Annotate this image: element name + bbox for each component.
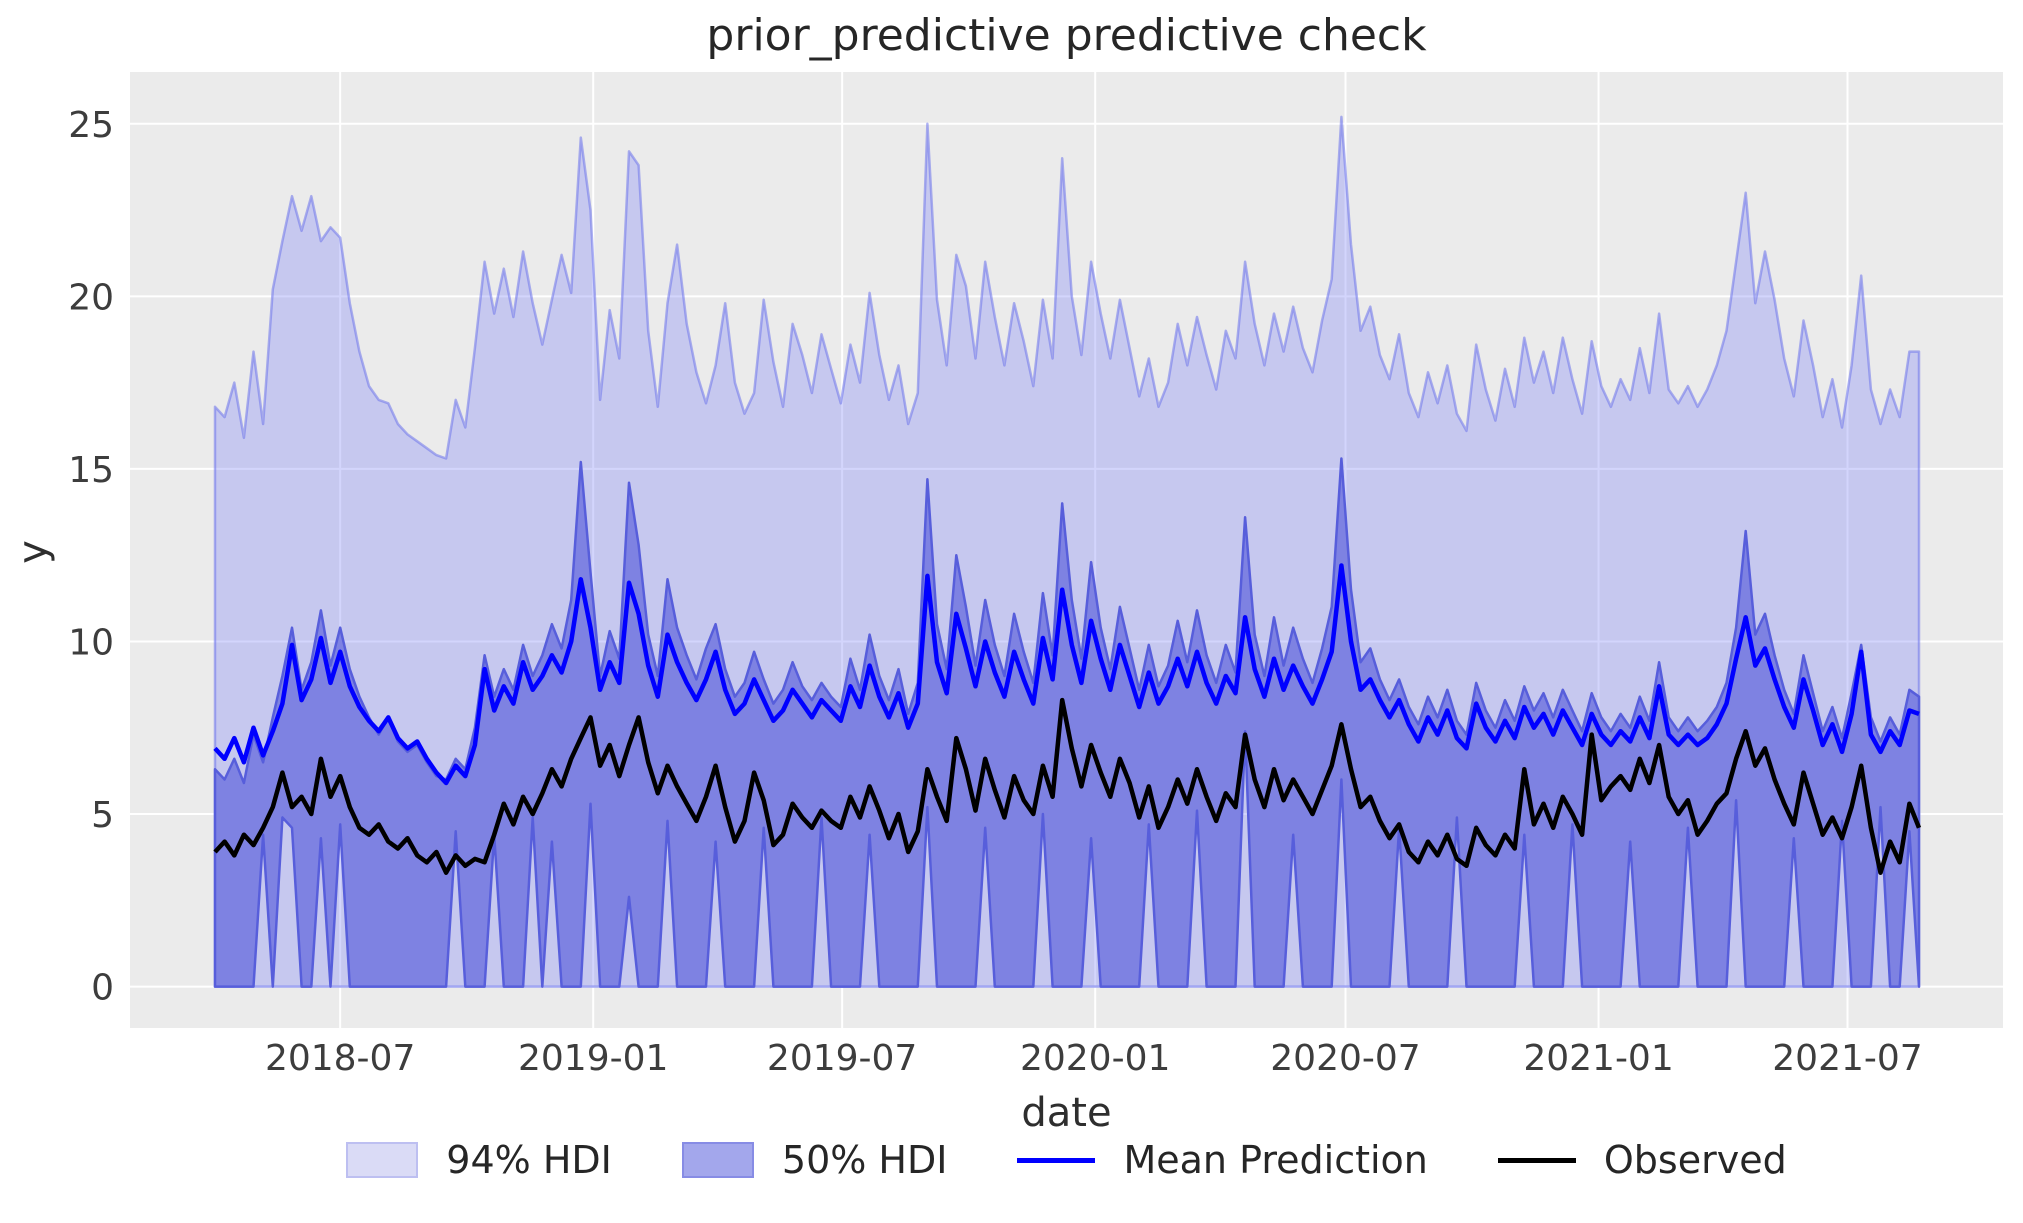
x-tick-label: 2019-07 [767, 1038, 917, 1079]
y-tick-label: 20 [68, 277, 114, 318]
y-axis-label: y [10, 540, 56, 564]
legend-label-mean-prediction: Mean Prediction [1123, 1138, 1428, 1182]
legend: 94% HDI 50% HDI Mean Prediction Observed [130, 1138, 2003, 1182]
x-tick-label: 2021-01 [1523, 1038, 1673, 1079]
legend-item-mean-prediction: Mean Prediction [1017, 1138, 1428, 1182]
mean-prediction-line [213, 563, 1920, 786]
y-tick-label: 10 [68, 622, 114, 663]
x-axis-label: date [1021, 1090, 1112, 1136]
legend-marker-50-hdi [681, 1142, 754, 1178]
legend-label-50-hdi: 50% HDI [781, 1138, 948, 1182]
x-tick-label: 2020-07 [1270, 1038, 1420, 1079]
legend-marker-94-hdi [346, 1142, 419, 1178]
legend-label-observed: Observed [1603, 1138, 1787, 1182]
legend-marker-observed [1497, 1157, 1576, 1163]
x-tick-label: 2018-07 [265, 1038, 415, 1079]
legend-item-94-hdi: 94% HDI [346, 1138, 612, 1182]
legend-marker-mean-prediction [1017, 1157, 1096, 1163]
y-tick-label: 0 [91, 968, 114, 1009]
y-tick-label: 25 [68, 105, 114, 146]
x-tick-label: 2020-01 [1020, 1038, 1170, 1079]
observed-line [213, 697, 1922, 875]
legend-label-94-hdi: 94% HDI [446, 1138, 612, 1182]
legend-item-observed: Observed [1497, 1138, 1787, 1182]
chart-title: prior_predictive predictive check [706, 10, 1427, 61]
y-tick-label: 5 [91, 795, 114, 836]
x-tick-label: 2019-01 [518, 1038, 668, 1079]
legend-item-50-hdi: 50% HDI [681, 1138, 948, 1182]
y-tick-label: 15 [68, 450, 114, 491]
x-tick-label: 2021-07 [1772, 1038, 1922, 1079]
